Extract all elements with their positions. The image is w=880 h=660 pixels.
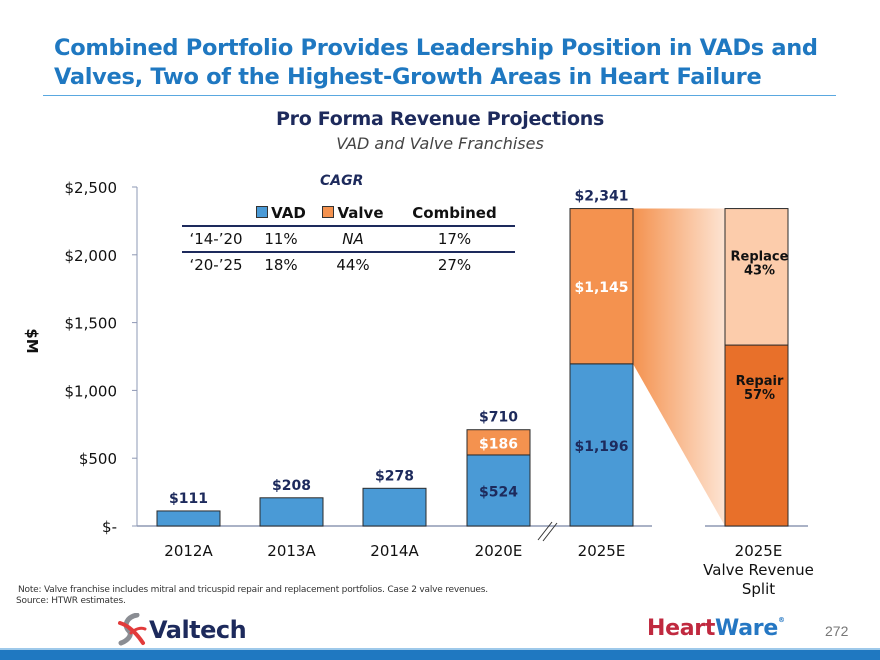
footer-bar (0, 650, 880, 660)
bar-vad-2014A (362, 487, 427, 527)
split-segment-replace (724, 208, 789, 346)
segment-label: $524 (479, 484, 518, 500)
slide-title: Combined Portfolio Provides Leadership P… (54, 34, 854, 92)
legend-valve: Valve (312, 204, 394, 222)
page-number: 272 (825, 623, 849, 639)
heartware-wordmark-b: Ware (715, 616, 778, 641)
footer-accent (0, 648, 880, 650)
total-label: $2,341 (574, 189, 628, 205)
cagr-row: ‘20-’25 18% 44% 27% (182, 253, 515, 277)
source-note: Source: HTWR estimates. (16, 596, 126, 606)
legend-vad: VAD (250, 204, 312, 222)
valtech-mark-icon (118, 613, 147, 646)
legend-valve-swatch (322, 206, 335, 218)
valtech-wordmark: Valtech (149, 616, 247, 644)
chart-title: Pro Forma Revenue Projections (276, 108, 604, 130)
y-tick-label: $2,000 (65, 247, 118, 265)
slide-title-line-1: Combined Portfolio Provides Leadership P… (54, 35, 818, 61)
y-tick-label: $- (102, 518, 117, 536)
split-category-label: Valve Revenue (703, 561, 814, 579)
bar-vad-2025E (569, 363, 634, 527)
title-divider (43, 95, 836, 96)
cagr-period: ‘20-’25 (189, 256, 243, 274)
registered-mark: ® (777, 616, 785, 624)
split-segment-value: 43% (744, 264, 775, 279)
cagr-row: ‘14-’20 11% NA 17% (182, 227, 515, 253)
bar-valve-2025E (569, 208, 634, 365)
cagr-valve: 44% (336, 256, 370, 274)
split-segment-label: Repair (736, 374, 784, 389)
split-category-label: Split (742, 580, 775, 598)
split-category-label: 2025E (735, 542, 783, 560)
cagr-period: ‘14-’20 (189, 230, 243, 248)
cagr-title: CAGR (320, 173, 364, 189)
heartware-wordmark-a: Heart (647, 616, 716, 641)
footnote: Note: Valve franchise includes mitral an… (18, 585, 488, 595)
cagr-header-row: VAD Valve Combined (182, 201, 515, 227)
axis-break-mark (537, 521, 553, 541)
slide-title-line-2: Valves, Two of the Highest-Growth Areas … (54, 64, 762, 90)
legend-vad-label: VAD (271, 204, 306, 222)
y-tick-label: $1,500 (65, 315, 118, 333)
axis-break-mark (542, 522, 558, 542)
y-axis-label: $M (23, 328, 41, 353)
segment-label: $1,145 (574, 280, 628, 296)
total-label: $111 (169, 491, 208, 507)
y-tick-label: $2,500 (65, 179, 118, 197)
cagr-table: VAD Valve Combined ‘14-’20 11% NA 17% ‘2… (182, 201, 515, 277)
total-label: $278 (375, 468, 414, 484)
x-tick-label: 2025E (578, 542, 626, 560)
segment-label: $186 (479, 436, 518, 452)
y-tick-label: $1,000 (65, 382, 118, 400)
legend-vad-swatch (256, 206, 269, 218)
chart-subtitle: VAD and Valve Franchises (336, 134, 544, 153)
split-segment-label: Replace (731, 250, 789, 265)
zoom-connector (633, 208, 725, 526)
total-label: $208 (272, 478, 311, 494)
total-label: $710 (479, 410, 518, 426)
legend-valve-label: Valve (337, 204, 384, 222)
split-segment-value: 57% (744, 388, 775, 403)
segment-label: $1,196 (574, 439, 628, 455)
cagr-vad: 18% (264, 256, 298, 274)
heartware-logo: HeartWare® (647, 616, 785, 641)
bar-valve-2020E (466, 429, 531, 456)
cagr-vad: 11% (264, 230, 298, 248)
split-segment-repair (724, 344, 789, 527)
x-tick-label: 2014A (370, 542, 419, 560)
bar-vad-2013A (259, 497, 324, 527)
cagr-combined: 27% (437, 256, 472, 274)
bar-vad-2012A (156, 510, 221, 527)
cagr-valve: NA (342, 230, 364, 248)
valtech-logo: Valtech (117, 613, 247, 647)
x-tick-label: 2013A (267, 542, 316, 560)
bar-vad-2020E (466, 454, 531, 527)
y-tick-label: $500 (79, 450, 117, 468)
x-tick-label: 2012A (164, 542, 213, 560)
x-tick-label: 2020E (475, 542, 523, 560)
cagr-combined: 17% (437, 230, 472, 248)
cagr-header-combined: Combined (412, 204, 497, 222)
